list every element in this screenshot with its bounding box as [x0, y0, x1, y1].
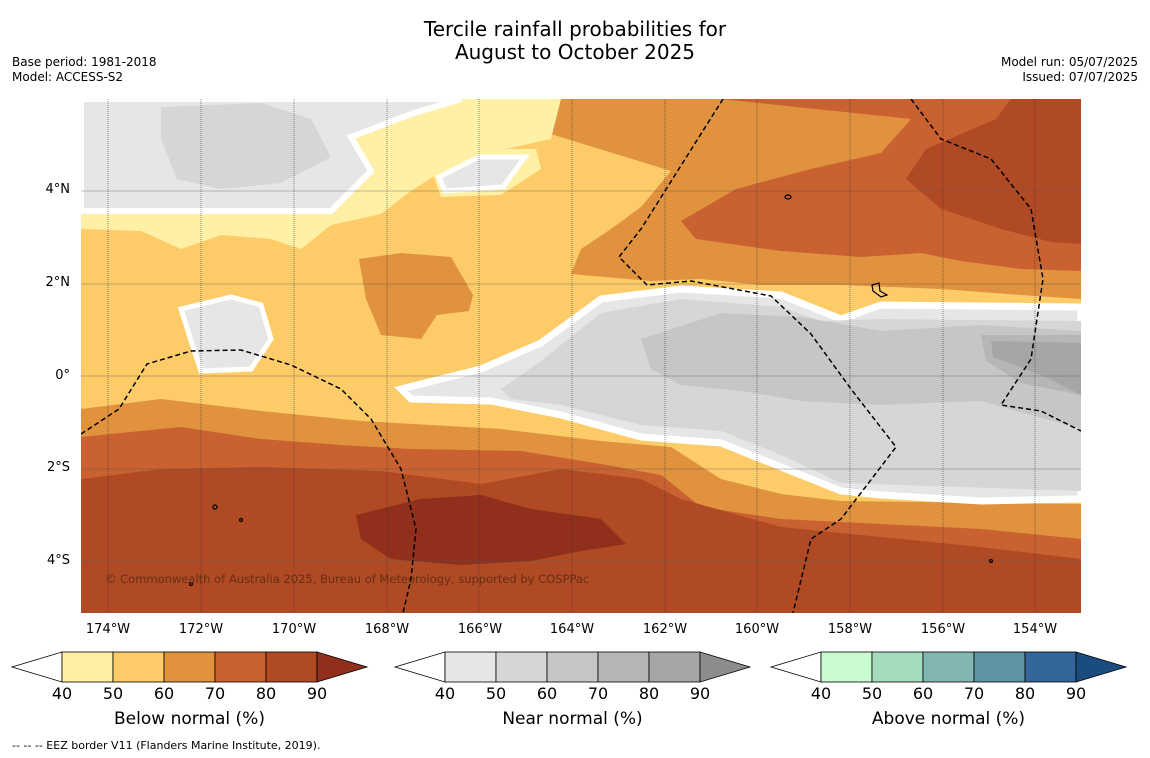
- lon-label: 158°W: [827, 622, 873, 637]
- region-nn50-pocket: [435, 154, 530, 194]
- eez-border-west: [81, 349, 417, 613]
- region-bn100-south: [356, 495, 626, 565]
- eez-border-east: [910, 99, 1081, 432]
- colorbar-segment: [265, 651, 318, 683]
- lat-label: 2°N: [45, 275, 71, 290]
- colorbar-segment: [214, 651, 267, 683]
- island-3: [212, 504, 218, 510]
- base-period: Base period: 1981-2018: [12, 55, 157, 69]
- colorbar-tick-label: 40: [51, 684, 73, 703]
- region-bn70-blob: [359, 253, 473, 339]
- colorbar-tick-label: 90: [689, 684, 711, 703]
- colorbar-title: Near normal (%): [502, 709, 643, 729]
- colorbar-extend-low: [769, 651, 822, 683]
- probability-map: [81, 99, 1081, 613]
- island-6: [988, 558, 994, 564]
- colorbar-tick-label: 70: [963, 684, 985, 703]
- colorbar-segment: [820, 651, 873, 683]
- lon-label: 168°W: [364, 622, 410, 637]
- colorbar-tick-label: 60: [536, 684, 558, 703]
- lon-label: 172°W: [178, 622, 224, 637]
- model-run: Model run: 05/07/2025: [1000, 55, 1138, 69]
- colorbar-segment: [1024, 651, 1077, 683]
- lon-label: 164°W: [549, 622, 595, 637]
- colorbar-tick-label: 80: [255, 684, 277, 703]
- title-line-1: Tercile rainfall probabilities for: [423, 17, 727, 41]
- colorbar-segment: [871, 651, 924, 683]
- islands: [188, 194, 994, 587]
- island-1: [784, 194, 792, 200]
- lon-label: 154°W: [1012, 622, 1058, 637]
- region-nn90-east: [991, 341, 1081, 395]
- region-nn60-nw: [161, 103, 331, 189]
- lon-label: 162°W: [642, 622, 688, 637]
- colorbar-tick-label: 70: [204, 684, 226, 703]
- colorbar-segment: [495, 651, 548, 683]
- lon-label: 160°W: [734, 622, 780, 637]
- title-line-2: August to October 2025: [454, 40, 696, 64]
- colorbar-extend-low: [393, 651, 446, 683]
- colorbar-tick-label: 40: [810, 684, 832, 703]
- colorbar-segment: [597, 651, 650, 683]
- colorbar-segment: [648, 651, 701, 683]
- colorbar-segment: [163, 651, 216, 683]
- colorbars: [10, 651, 1128, 683]
- colorbar-tick-label: 50: [102, 684, 124, 703]
- colorbar-tick-label: 50: [485, 684, 507, 703]
- lon-label: 166°W: [457, 622, 503, 637]
- region-nn70-central: [641, 313, 1081, 429]
- lat-gridlines: [81, 190, 1081, 562]
- colorbar-tick-label: 80: [1014, 684, 1036, 703]
- colorbar-title: Above normal (%): [871, 709, 1026, 729]
- model-name: Model: ACCESS-S2: [12, 70, 124, 84]
- region-bn90-ne: [906, 99, 1081, 244]
- eez-footnote: -- -- -- EEZ border V11 (Flanders Marine…: [12, 739, 321, 752]
- chart-title: Tercile rainfall probabilities for Augus…: [0, 18, 1150, 64]
- copyright-text: © Commonwealth of Australia 2025, Bureau…: [105, 572, 590, 586]
- lat-label: 4°S: [46, 553, 70, 568]
- meta-left: Base period: 1981-2018 Model: ACCESS-S2: [12, 55, 157, 85]
- colorbar-segment: [444, 651, 497, 683]
- colorbar-segment: [973, 651, 1026, 683]
- lat-label: 0°: [55, 368, 70, 383]
- colorbar-tick-label: 70: [587, 684, 609, 703]
- lon-label: 156°W: [920, 622, 966, 637]
- issued-date: Issued: 07/07/2025: [1022, 70, 1138, 84]
- lon-label: 170°W: [271, 622, 317, 637]
- colorbar-tick-label: 60: [153, 684, 175, 703]
- colorbar-tick-label: 80: [638, 684, 660, 703]
- eez-borders: [81, 99, 1081, 613]
- gridlines: [107, 99, 1036, 613]
- colorbar-tick-label: 50: [861, 684, 883, 703]
- island-2: [871, 282, 889, 298]
- colorbar-extend-high: [699, 651, 752, 683]
- island-4: [238, 517, 244, 523]
- colorbar-segment: [922, 651, 975, 683]
- colorbar-tick-label: 40: [434, 684, 456, 703]
- colorbar-tick-label: 90: [306, 684, 328, 703]
- colorbar-title: Below normal (%): [114, 709, 265, 729]
- colorbar-segment: [112, 651, 165, 683]
- lon-label: 174°W: [85, 622, 131, 637]
- colorbar-extend-low: [10, 651, 63, 683]
- island-5: [188, 581, 194, 587]
- colorbar-extend-high: [1075, 651, 1128, 683]
- colorbar-tick-label: 60: [912, 684, 934, 703]
- lat-label: 4°N: [45, 182, 71, 197]
- meta-right: Model run: 05/07/2025 Issued: 07/07/2025: [1001, 55, 1138, 85]
- colorbar-segment: [546, 651, 599, 683]
- colorbar-tick-label: 90: [1065, 684, 1087, 703]
- lat-label: 2°S: [46, 460, 70, 475]
- colorbar-extend-high: [316, 651, 369, 683]
- colorbar-segment: [61, 651, 114, 683]
